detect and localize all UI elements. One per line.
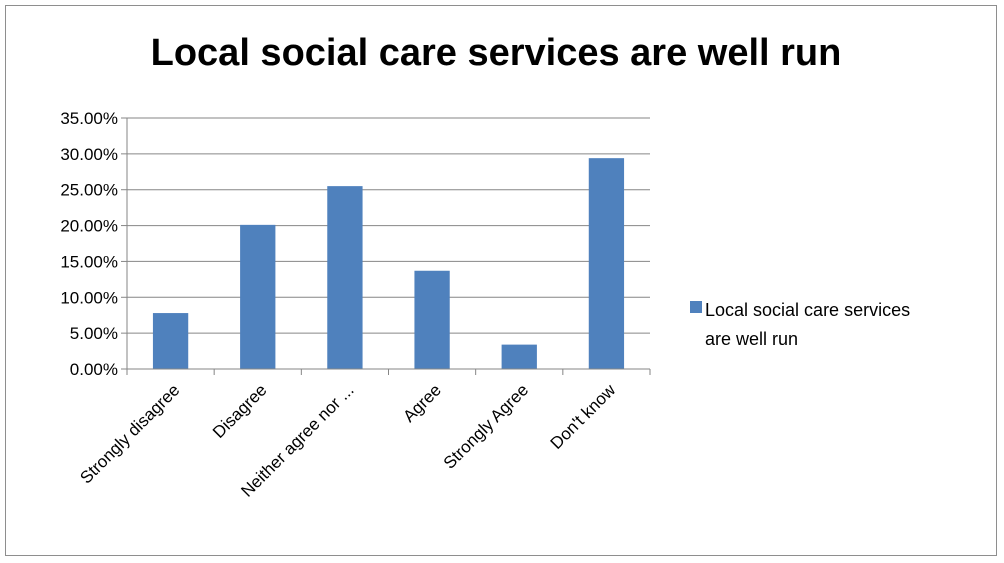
chart-frame [5,5,997,556]
chart-title: Local social care services are well run [150,32,842,74]
bars [152,158,625,369]
bar [327,186,363,369]
x-category-label: Agree [399,380,445,426]
x-category-label: Don't know [547,380,620,453]
y-tick-labels: 0.00% 5.00% 10.00% 15.00% 20.00% 25.00% 30.00%… [60,109,118,379]
y-tick-label: 35.00% [60,109,118,128]
y-tick-label: 25.00% [60,181,118,200]
bar [240,224,276,369]
bar [414,270,450,369]
axes [121,117,651,375]
x-category-label: Strongly disagree [76,380,183,487]
y-tick-label: 20.00% [60,217,118,236]
y-tick-label: 15.00% [60,252,118,271]
legend-label-line-2: are well run [705,329,799,349]
x-category-label: Disagree [209,380,271,442]
gridlines [127,117,650,334]
y-tick-label: 10.00% [60,288,118,307]
legend-label-line-1: Local social care services [705,300,911,320]
bar [501,344,537,369]
x-category-label: Strongly Agree [440,380,532,472]
legend-label: Local social care services are well run [705,296,995,354]
bar [588,158,625,369]
y-tick-label: 5.00% [70,324,118,343]
y-tick-label: 0.00% [70,360,118,379]
bar [152,313,189,369]
y-tick-label: 30.00% [60,145,118,164]
legend-swatch [690,301,702,313]
